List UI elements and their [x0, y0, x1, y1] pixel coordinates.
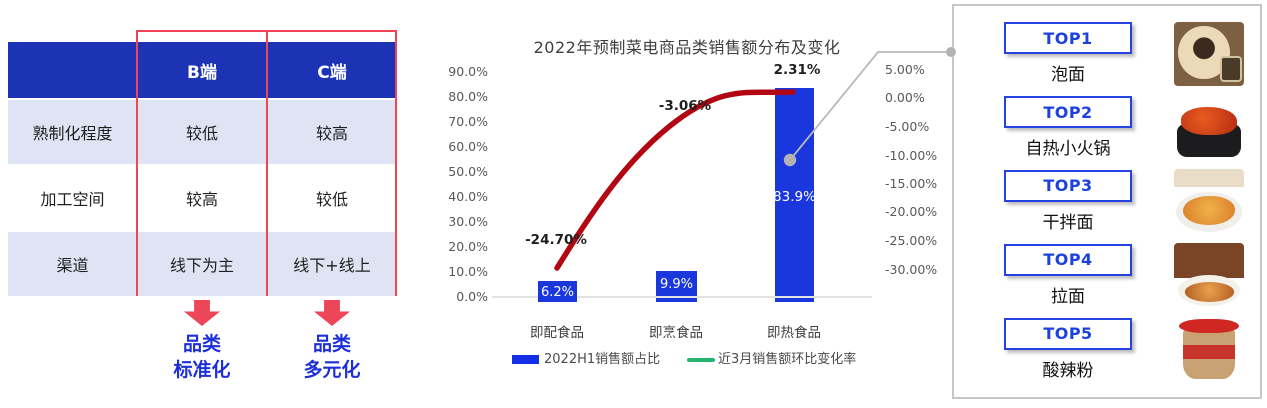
top-rank-badge-1: TOP1 — [1004, 22, 1132, 55]
line-value-label: -24.70% — [525, 232, 587, 248]
category-label: 即烹食品 — [649, 325, 703, 341]
bar-value-label: 9.9% — [656, 277, 697, 293]
table-row-label: 渠道 — [8, 232, 137, 296]
top-rank-badge-5: TOP5 — [1004, 317, 1132, 350]
right-axis-tick: -30.00% — [885, 262, 938, 277]
line-value-label: 2.31% — [773, 62, 821, 78]
table-row-label: 加工空间 — [8, 166, 137, 230]
category-label: 即配食品 — [530, 325, 584, 341]
left-axis-tick: 50.0% — [448, 164, 488, 179]
right-axis-tick: -10.00% — [885, 148, 938, 163]
bar-value-label: 6.2% — [538, 285, 577, 301]
top-list-item-1: TOP1 泡面 — [998, 21, 1250, 86]
right-axis-tick: 5.00% — [885, 62, 925, 77]
top4-product-image — [1174, 243, 1244, 308]
right-axis-tick: -25.00% — [885, 233, 938, 248]
table-cell-b: 较高 — [137, 166, 267, 230]
top-rank-badge-2: TOP2 — [1004, 96, 1132, 129]
legend-line-swatch-icon — [687, 358, 715, 362]
table-header-c: C端 — [267, 42, 397, 98]
caption-line: 品类 — [312, 333, 351, 355]
left-axis-tick: 90.0% — [448, 64, 488, 79]
table-row-label: 熟制化程度 — [8, 100, 137, 164]
table-cell-b: 线下为主 — [137, 232, 267, 296]
bar-value-label: 83.9% — [773, 189, 816, 205]
table-header-b: B端 — [137, 42, 267, 98]
top5-product-image — [1174, 317, 1244, 382]
right-axis-tick: 0.00% — [885, 90, 925, 105]
right-axis-tick: -15.00% — [885, 176, 938, 191]
left-axis-tick: 30.0% — [448, 214, 488, 229]
category-label: 即热食品 — [767, 325, 821, 341]
legend-label-line: 近3月销售额环比变化率 — [718, 352, 857, 367]
top1-product-image — [1174, 21, 1244, 86]
left-axis-tick: 60.0% — [448, 139, 488, 154]
top-list-item-3: TOP3 干拌面 — [998, 169, 1250, 234]
right-axis-tick: -5.00% — [885, 119, 930, 134]
top-list-item-2: TOP2 自热小火锅 — [998, 95, 1250, 160]
top-list-item-5: TOP5 酸辣粉 — [998, 317, 1250, 382]
top-list-item-4: TOP4 拉面 — [998, 243, 1250, 308]
left-axis-tick: 80.0% — [448, 89, 488, 104]
top2-product-image — [1174, 95, 1244, 160]
highlight-bracket-middle — [266, 30, 268, 296]
comparison-table: B端 C端 熟制化程度 较低 较高 加工空间 较高 较低 渠道 线下为主 线下+… — [8, 42, 397, 296]
table-cell-b: 较低 — [137, 100, 267, 164]
caption-line: 多元化 — [303, 359, 361, 381]
caption-line: 品类 — [182, 333, 221, 355]
table-cell-c: 较低 — [267, 166, 397, 230]
top-item-name-2: 自热小火锅 — [1025, 139, 1111, 160]
legend-bar-swatch-icon — [512, 355, 539, 364]
top3-product-image — [1174, 169, 1244, 234]
top-item-name-5: 酸辣粉 — [1042, 360, 1094, 381]
top-item-name-1: 泡面 — [1051, 65, 1085, 86]
chart-legend: 2022H1销售额占比 近3月销售额环比变化率 — [0, 346, 1267, 368]
left-axis-tick: 40.0% — [448, 189, 488, 204]
left-axis-tick: 0.0% — [456, 289, 488, 304]
table-cell-c: 线下+线上 — [267, 232, 397, 296]
x-axis-line — [492, 296, 872, 298]
top5-panel: TOP1 泡面 TOP2 自热小火锅 TOP3 干拌面 TOP4 拉面 — [952, 4, 1262, 399]
highlight-bracket-right — [395, 30, 397, 296]
top-item-name-4: 拉面 — [1051, 286, 1085, 307]
caption-b-standardization: 品类 标准化 — [137, 331, 267, 383]
top-rank-badge-3: TOP3 — [1004, 169, 1132, 202]
table-cell-c: 较高 — [267, 100, 397, 164]
line-value-label: -3.06% — [658, 98, 712, 114]
highlight-bracket-left — [136, 30, 138, 296]
caption-c-diversification: 品类 多元化 — [267, 331, 397, 383]
left-axis-tick: 70.0% — [448, 114, 488, 129]
top-rank-badge-4: TOP4 — [1004, 243, 1132, 276]
left-axis-tick: 20.0% — [448, 239, 488, 254]
top-item-name-3: 干拌面 — [1042, 212, 1094, 233]
left-axis-tick: 10.0% — [448, 264, 488, 279]
right-axis-tick: -20.00% — [885, 204, 938, 219]
table-corner-cell — [8, 42, 137, 98]
legend-label-bar: 2022H1销售额占比 — [544, 352, 661, 367]
caption-line: 标准化 — [173, 359, 231, 381]
chart-title: 2022年预制菜电商品类销售额分布及变化 — [533, 38, 841, 57]
